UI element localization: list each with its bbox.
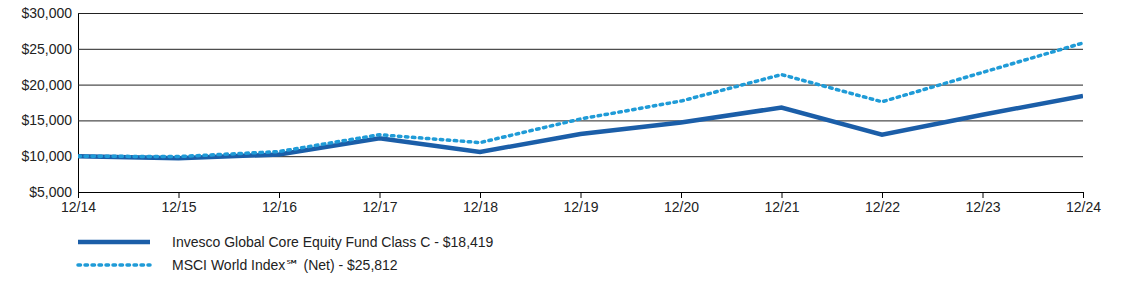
- x-tick: 12/15: [161, 192, 196, 215]
- x-tick-label: 12/21: [764, 199, 799, 215]
- x-tick-label: 12/17: [362, 199, 397, 215]
- x-tick-mark: [380, 192, 381, 198]
- x-tick-label: 12/24: [1066, 199, 1101, 215]
- grid-line: [78, 49, 1083, 50]
- y-axis-line: [78, 14, 79, 193]
- y-tick-label: $30,000: [21, 5, 72, 21]
- x-tick-mark: [681, 192, 682, 198]
- x-tick: 12/16: [262, 192, 297, 215]
- plot: $5,000 $10,000 $15,000 $20,000 $25,000 $30,00…: [21, 5, 1101, 215]
- chart-svg: $5,000 $10,000 $15,000 $20,000 $25,000 $30,00…: [0, 0, 1123, 281]
- legend-item: MSCI World Index℠ (Net) - $25,812: [78, 257, 398, 273]
- x-tick: 12/18: [463, 192, 498, 215]
- legend-swatch: [78, 240, 150, 245]
- x-tick-mark: [1083, 192, 1084, 198]
- legend-swatch: [78, 263, 150, 267]
- y-tick-label: $5,000: [29, 184, 72, 200]
- x-tick: 12/24: [1066, 192, 1101, 215]
- x-tick-mark: [581, 192, 582, 198]
- x-tick-label: 12/18: [463, 199, 498, 215]
- x-tick-label: 12/23: [965, 199, 1000, 215]
- x-tick-mark: [480, 192, 481, 198]
- x-tick-mark: [279, 192, 280, 198]
- x-tick: 12/23: [965, 192, 1000, 215]
- x-axis: 12/14 12/15 12/16 12/17 12/18 12/19 12/20 12/21…: [61, 192, 1101, 215]
- x-tick-label: 12/20: [664, 199, 699, 215]
- x-tick: 12/14: [61, 192, 96, 215]
- series-line: [78, 43, 1083, 157]
- x-tick-label: 12/16: [262, 199, 297, 215]
- y-tick: $30,000: [21, 5, 1083, 21]
- y-tick: $5,000: [29, 184, 1083, 200]
- x-tick-mark: [179, 192, 180, 198]
- y-tick-label: $20,000: [21, 77, 72, 93]
- y-tick-label: $15,000: [21, 112, 72, 128]
- x-tick-label: 12/22: [865, 199, 900, 215]
- x-tick-mark: [782, 192, 783, 198]
- x-tick-mark: [983, 192, 984, 198]
- x-tick: 12/22: [865, 192, 900, 215]
- x-tick-label: 12/14: [61, 199, 96, 215]
- grid-line: [78, 13, 1083, 14]
- x-tick: 12/17: [362, 192, 397, 215]
- y-tick-label: $10,000: [21, 148, 72, 164]
- series-group: [78, 43, 1083, 158]
- legend-label: MSCI World Index℠ (Net) - $25,812: [172, 257, 398, 273]
- y-tick-label: $25,000: [21, 41, 72, 57]
- legend-label: Invesco Global Core Equity Fund Class C …: [172, 234, 494, 250]
- x-tick: 12/21: [764, 192, 799, 215]
- chart-container: $5,000 $10,000 $15,000 $20,000 $25,000 $30,00…: [0, 0, 1123, 281]
- legend: Invesco Global Core Equity Fund Class C …: [78, 234, 494, 273]
- x-tick: 12/20: [664, 192, 699, 215]
- x-tick-label: 12/19: [563, 199, 598, 215]
- y-axis: $5,000 $10,000 $15,000 $20,000 $25,000 $30,00…: [21, 5, 1083, 200]
- x-tick-mark: [882, 192, 883, 198]
- x-tick: 12/19: [563, 192, 598, 215]
- x-tick-mark: [78, 192, 79, 198]
- x-tick-label: 12/15: [161, 199, 196, 215]
- series-line: [78, 96, 1083, 158]
- y-tick: $25,000: [21, 41, 1083, 57]
- legend-item: Invesco Global Core Equity Fund Class C …: [78, 234, 494, 250]
